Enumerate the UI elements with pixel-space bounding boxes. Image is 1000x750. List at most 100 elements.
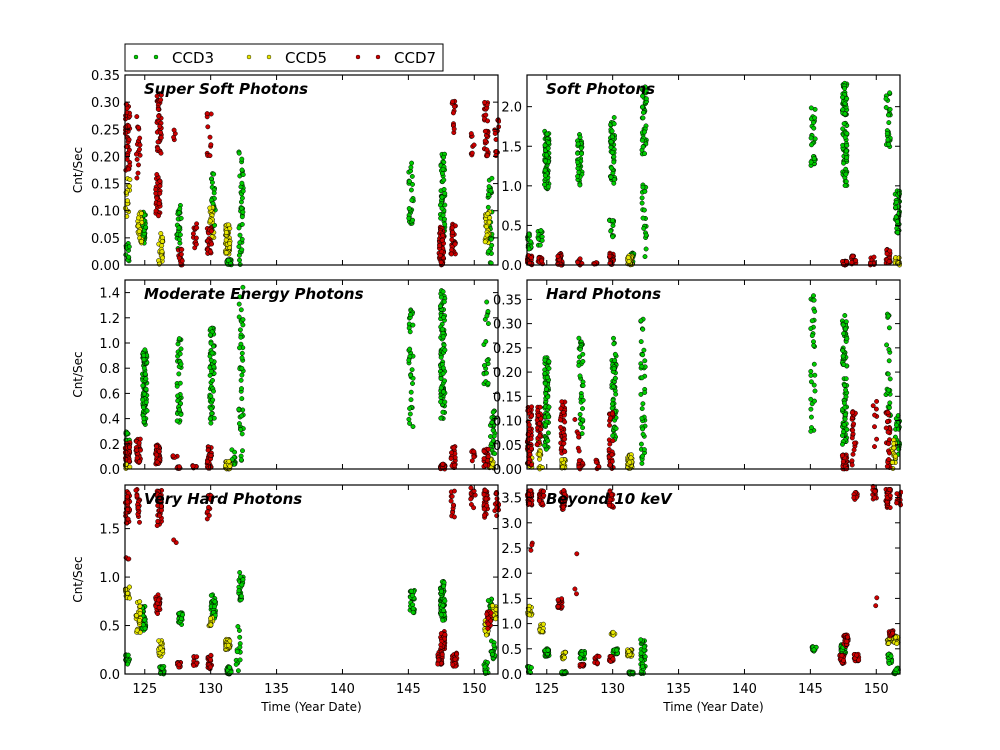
point-ccd3 — [544, 152, 550, 158]
point-ccd3 — [844, 427, 850, 433]
point-ccd3 — [640, 104, 645, 110]
point-ccd3 — [235, 624, 241, 629]
y-tick-label: 0.15 — [91, 178, 120, 193]
point-ccd3 — [612, 351, 618, 357]
point-ccd7 — [610, 656, 616, 662]
point-ccd3 — [638, 339, 644, 345]
point-ccd3 — [141, 365, 147, 371]
point-ccd7 — [442, 632, 448, 638]
point-ccd3 — [840, 441, 845, 447]
point-ccd3 — [887, 376, 893, 382]
point-ccd3 — [842, 111, 848, 117]
point-ccd3 — [482, 664, 488, 670]
point-ccd3 — [141, 352, 147, 358]
point-ccd3 — [439, 206, 445, 211]
point-ccd3 — [885, 112, 891, 118]
point-ccd3 — [141, 416, 147, 422]
point-ccd7 — [558, 406, 564, 412]
point-ccd3 — [143, 386, 149, 392]
point-ccd3 — [895, 229, 901, 235]
point-ccd3 — [611, 366, 617, 372]
point-ccd5 — [482, 239, 488, 245]
point-ccd7 — [529, 542, 535, 548]
point-ccd3 — [811, 297, 817, 303]
point-ccd3 — [237, 257, 242, 263]
point-ccd3 — [442, 347, 448, 353]
x-tick-label: 135 — [666, 682, 691, 697]
point-ccd5 — [886, 640, 892, 646]
point-ccd7 — [155, 611, 161, 617]
y-tick-label: 1.5 — [99, 523, 120, 538]
point-ccd3 — [639, 415, 645, 421]
point-ccd7 — [607, 253, 613, 259]
point-ccd7 — [576, 448, 582, 454]
point-ccd3 — [407, 411, 413, 417]
point-ccd7 — [158, 130, 164, 136]
point-ccd3 — [640, 184, 646, 190]
point-ccd7 — [606, 446, 612, 452]
point-ccd3 — [885, 313, 891, 319]
point-ccd7 — [176, 255, 182, 261]
point-ccd3 — [438, 294, 444, 300]
point-ccd3 — [640, 93, 645, 99]
point-ccd7 — [176, 464, 182, 470]
point-ccd7 — [194, 225, 200, 231]
point-ccd3 — [575, 150, 580, 156]
point-ccd3 — [608, 139, 614, 145]
point-ccd3 — [577, 655, 583, 661]
point-ccd3 — [841, 160, 847, 166]
point-ccd7 — [451, 126, 457, 132]
point-ccd3 — [239, 156, 245, 162]
point-ccd3 — [811, 343, 817, 348]
point-ccd3 — [212, 599, 218, 605]
point-ccd7 — [850, 451, 856, 457]
point-ccd7 — [437, 243, 442, 249]
panel-title: Hard Photons — [546, 285, 661, 303]
point-ccd3 — [140, 383, 146, 389]
point-ccd7 — [208, 453, 214, 458]
point-ccd7 — [133, 151, 139, 157]
x-tick-label: 150 — [462, 682, 487, 697]
y-tick-label: 0.6 — [99, 387, 120, 402]
point-ccd3 — [438, 415, 444, 421]
point-ccd7 — [137, 459, 142, 465]
axes-frame — [526, 279, 901, 470]
point-ccd7 — [468, 496, 474, 502]
point-ccd3 — [406, 416, 412, 422]
point-ccd3 — [407, 329, 413, 335]
point-ccd5 — [486, 219, 492, 225]
point-ccd3 — [141, 391, 147, 397]
point-ccd3 — [580, 383, 586, 389]
plot-area — [125, 75, 498, 265]
point-ccd3 — [442, 190, 448, 196]
point-ccd7 — [886, 258, 892, 264]
point-ccd3 — [542, 173, 548, 179]
point-ccd3 — [144, 408, 150, 414]
point-ccd7 — [134, 156, 140, 162]
point-ccd3 — [406, 206, 412, 211]
point-ccd7 — [157, 190, 163, 196]
point-ccd7 — [136, 440, 142, 446]
point-ccd3 — [893, 199, 899, 205]
point-ccd3 — [641, 347, 647, 353]
point-ccd3 — [639, 364, 645, 369]
point-ccd7 — [887, 487, 893, 493]
point-ccd7 — [471, 449, 477, 455]
point-ccd7 — [154, 459, 160, 465]
point-ccd3 — [232, 449, 238, 455]
axes-frame — [124, 279, 499, 470]
point-ccd7 — [536, 421, 542, 427]
point-ccd3 — [409, 367, 415, 373]
point-ccd7 — [157, 513, 163, 519]
point-ccd7 — [449, 237, 455, 243]
point-ccd7 — [482, 512, 487, 518]
point-ccd5 — [125, 198, 130, 204]
point-ccd7 — [204, 111, 210, 117]
point-ccd3 — [236, 421, 242, 427]
point-ccd3 — [842, 326, 848, 332]
y-tick-label: 1.2 — [99, 312, 120, 327]
point-ccd3 — [544, 375, 550, 381]
point-ccd3 — [812, 388, 818, 394]
point-ccd7 — [538, 416, 544, 422]
